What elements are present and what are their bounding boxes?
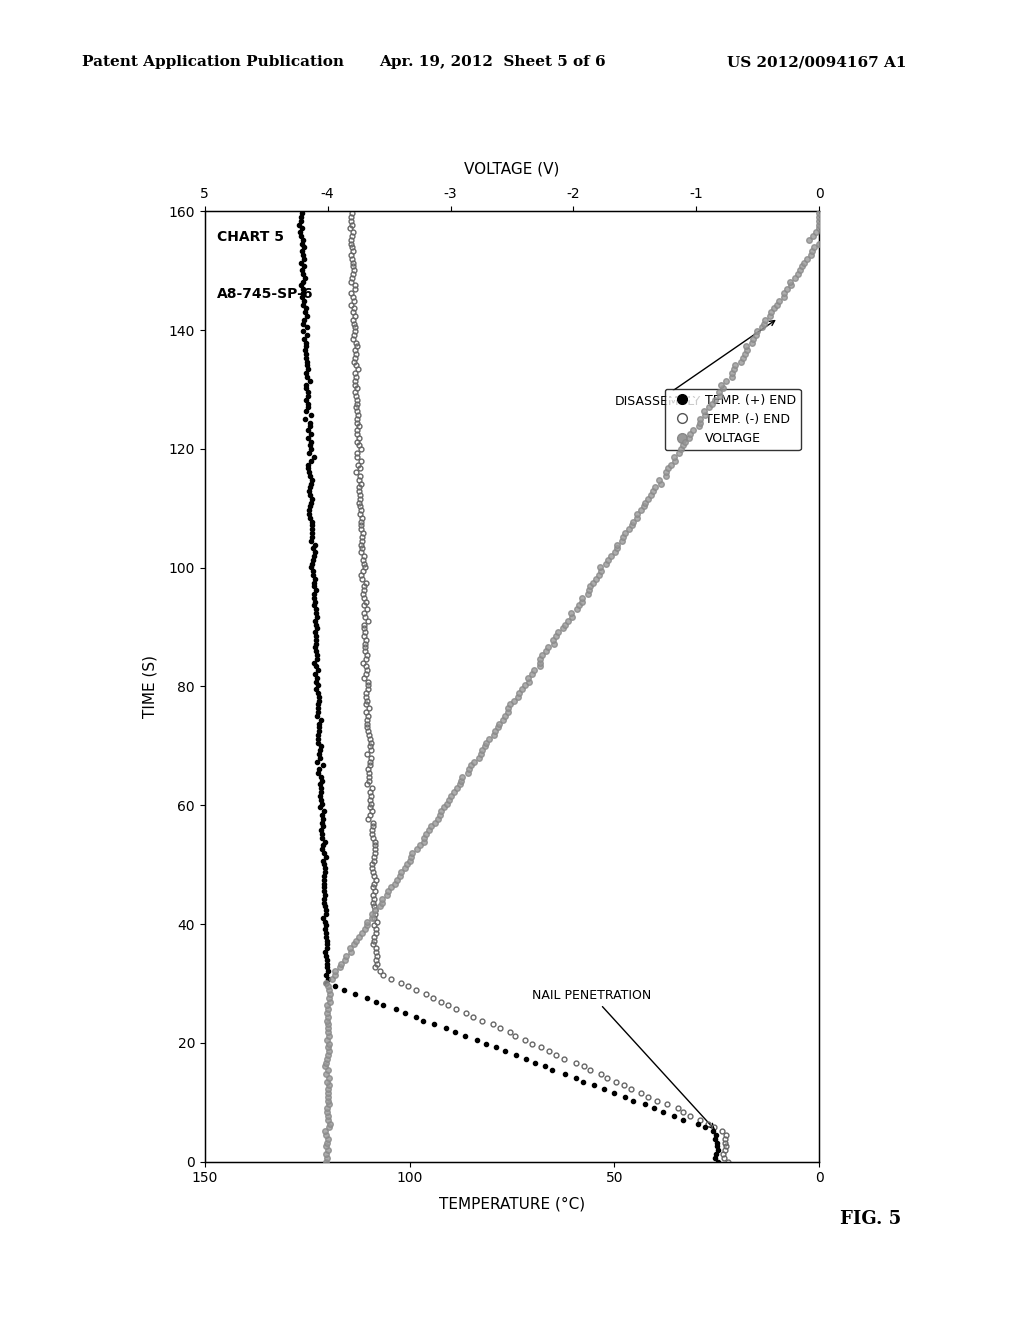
X-axis label: TEMPERATURE (°C): TEMPERATURE (°C) — [439, 1196, 585, 1212]
Text: Patent Application Publication: Patent Application Publication — [82, 55, 344, 70]
Text: NAIL PENETRATION: NAIL PENETRATION — [532, 989, 714, 1129]
Text: FIG. 5: FIG. 5 — [840, 1209, 901, 1228]
Legend: TEMP. (+) END, TEMP. (-) END, VOLTAGE: TEMP. (+) END, TEMP. (-) END, VOLTAGE — [665, 388, 801, 450]
Text: Apr. 19, 2012  Sheet 5 of 6: Apr. 19, 2012 Sheet 5 of 6 — [379, 55, 605, 70]
Text: A8-745-SP-6: A8-745-SP-6 — [217, 288, 313, 301]
Y-axis label: TIME (S): TIME (S) — [142, 655, 158, 718]
Text: CHART 5: CHART 5 — [217, 230, 284, 244]
Text: DISASSEMBLY: DISASSEMBLY — [614, 321, 775, 408]
Text: US 2012/0094167 A1: US 2012/0094167 A1 — [727, 55, 906, 70]
X-axis label: VOLTAGE (V): VOLTAGE (V) — [464, 161, 560, 177]
